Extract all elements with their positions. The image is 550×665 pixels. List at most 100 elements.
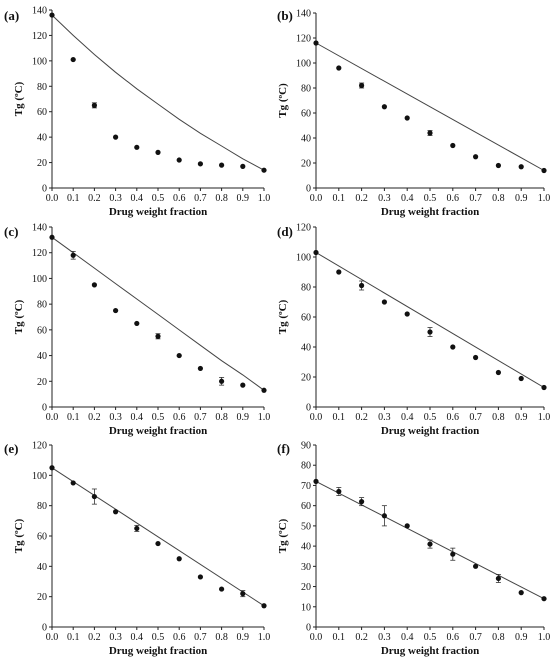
x-tick-label: 0.6 [173, 193, 186, 204]
y-tick-label: 100 [32, 56, 47, 67]
x-tick-label: 0.3 [378, 412, 391, 423]
data-point [134, 525, 140, 532]
y-tick-label: 80 [37, 501, 47, 512]
y-tick-label: 20 [301, 159, 311, 170]
y-tick-label: 40 [37, 562, 47, 573]
y-tick-label: 20 [37, 592, 47, 603]
data-point [219, 378, 225, 384]
y-axis-title: Tg (ºC) [13, 299, 25, 334]
x-axis-title: Drug weight fraction [381, 206, 479, 218]
y-tick-label: 0 [306, 403, 311, 414]
x-tick-label: 0.0 [46, 193, 59, 204]
y-tick-label: 100 [32, 471, 47, 482]
fit-line [51, 236, 265, 391]
y-tick-label: 80 [301, 84, 311, 95]
panel-label: (b) [277, 8, 293, 23]
x-tick-label: 0.4 [131, 193, 144, 204]
x-tick-label: 0.8 [215, 193, 228, 204]
x-tick-label: 0.5 [424, 412, 437, 423]
y-tick-label: 10 [301, 602, 311, 613]
x-tick-label: 0.2 [355, 412, 368, 423]
y-tick-label: 60 [301, 313, 311, 324]
x-tick-label: 1.0 [258, 632, 271, 643]
y-axis-title: Tg (ºC) [277, 518, 289, 553]
data-point [518, 164, 524, 170]
x-tick-label: 0.3 [109, 193, 122, 204]
data-point [336, 269, 342, 275]
data-point [313, 478, 319, 484]
x-tick-label: 1.0 [258, 412, 271, 423]
y-tick-label: 140 [32, 6, 47, 17]
x-tick-label: 0.9 [237, 632, 250, 643]
y-tick-label: 60 [37, 532, 47, 543]
data-point [91, 282, 97, 288]
x-tick-label: 0.1 [333, 632, 346, 643]
y-tick-label: 120 [32, 441, 47, 452]
data-point [336, 488, 342, 495]
x-axis-title: Drug weight fraction [381, 425, 479, 437]
x-tick-label: 0.3 [109, 632, 122, 643]
fit-line [51, 467, 265, 607]
y-tick-label: 100 [296, 253, 311, 264]
data-point [219, 162, 225, 168]
data-point [197, 161, 203, 167]
data-point [176, 157, 182, 163]
x-tick-label: 0.9 [515, 412, 528, 423]
x-tick-label: 0.4 [401, 632, 414, 643]
y-tick-label: 100 [32, 274, 47, 285]
data-point [240, 382, 246, 388]
y-tick-label: 80 [301, 283, 311, 294]
x-tick-label: 0.1 [67, 412, 80, 423]
y-tick-label: 40 [37, 351, 47, 362]
data-point [495, 162, 501, 169]
data-point [113, 307, 119, 314]
x-tick-label: 0.5 [152, 632, 165, 643]
x-tick-label: 0.5 [424, 193, 437, 204]
y-tick-label: 50 [301, 521, 311, 532]
x-tick-label: 0.6 [447, 193, 460, 204]
chart-panel-d: 0.0 0.1 0.2 0.3 0.4 0.5 0.6 0.7 0.8 0.9 1.0 0 20 40 60… [277, 223, 550, 438]
x-tick-label: 0.6 [173, 412, 186, 423]
x-tick-label: 0.1 [67, 193, 80, 204]
x-tick-label: 0.8 [492, 412, 505, 423]
x-axis-title: Drug weight fraction [381, 645, 479, 657]
y-tick-label: 0 [42, 623, 47, 634]
panel-label: (a) [4, 8, 19, 23]
data-point [473, 154, 479, 160]
data-point [404, 523, 410, 529]
x-tick-label: 0.6 [173, 632, 186, 643]
data-point [381, 104, 387, 110]
data-point [155, 149, 161, 155]
data-point [313, 249, 319, 256]
y-tick-label: 40 [37, 133, 47, 144]
data-point [495, 575, 501, 582]
x-tick-label: 0.1 [333, 412, 346, 423]
x-tick-label: 1.0 [538, 412, 550, 423]
x-tick-label: 0.7 [469, 412, 482, 423]
data-point [381, 513, 387, 519]
x-tick-label: 0.3 [378, 632, 391, 643]
x-tick-label: 0.8 [215, 412, 228, 423]
data-point [155, 333, 161, 339]
data-point [473, 563, 479, 569]
data-point [240, 163, 246, 169]
y-tick-label: 0 [42, 403, 47, 414]
data-point [134, 144, 140, 150]
y-tick-label: 70 [301, 481, 311, 492]
x-tick-label: 0.2 [355, 193, 368, 204]
fit-line [315, 42, 545, 171]
data-point [427, 329, 433, 335]
data-point [197, 365, 203, 372]
data-point [70, 252, 76, 258]
y-tick-label: 0 [42, 184, 47, 195]
data-point [427, 130, 433, 136]
panel-label: (f) [277, 441, 290, 456]
y-tick-label: 80 [301, 461, 311, 472]
data-point [381, 299, 387, 305]
data-point [113, 509, 119, 515]
x-tick-label: 0.0 [46, 412, 59, 423]
data-point [261, 387, 267, 393]
y-tick-label: 120 [296, 223, 311, 234]
y-axis-title: Tg (ºC) [13, 81, 25, 116]
x-tick-label: 0.0 [310, 193, 323, 204]
